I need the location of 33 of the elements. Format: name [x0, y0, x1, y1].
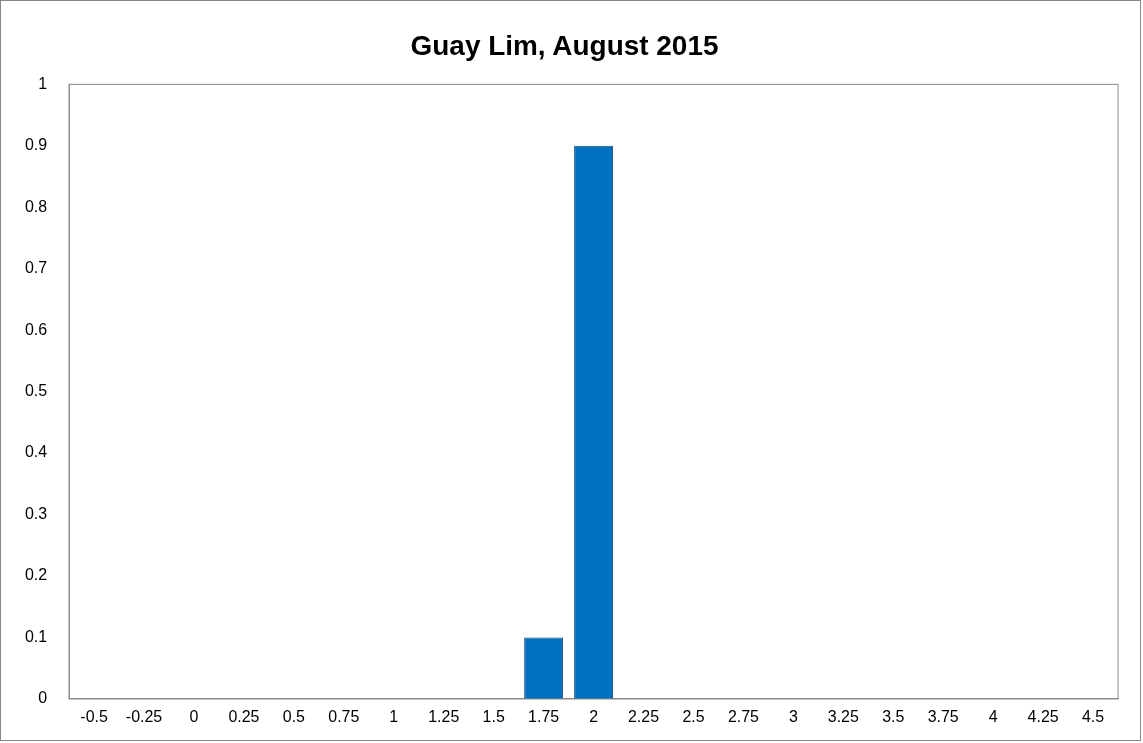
y-tick-label: 0.4	[24, 443, 48, 461]
x-tick-label: 4.25	[1027, 707, 1059, 725]
x-tick-label: 0.5	[282, 707, 306, 725]
x-tick-label: 0	[189, 707, 199, 725]
y-tick-label: 0.8	[24, 197, 48, 215]
x-tick-label: 1.25	[428, 707, 460, 725]
x-tick-label: 1.5	[482, 707, 505, 725]
x-tick-label: 2	[589, 707, 599, 725]
y-tick-label: 0.2	[24, 566, 48, 584]
x-tick-label: 4.5	[1081, 707, 1105, 725]
y-tick-label: 0	[38, 689, 48, 707]
y-tick-label: 0.3	[24, 504, 48, 522]
x-tick-label: 0.25	[228, 707, 260, 725]
y-tick-label: 0.7	[24, 259, 48, 277]
x-tick-label: -0.25	[125, 707, 163, 725]
x-tick-label: 1.75	[528, 707, 560, 725]
y-tick-label: 0.6	[24, 320, 48, 338]
x-tick-label: 2.25	[627, 707, 660, 725]
x-tick-label: 3.75	[927, 707, 959, 725]
x-tick-label: -0.5	[80, 707, 108, 725]
x-tick-label: 4	[988, 707, 998, 725]
x-tick-label: 2.5	[682, 707, 705, 725]
y-tick-label: 1	[38, 74, 48, 92]
x-tick-label: 3.25	[827, 707, 859, 725]
x-tick-label: 0.75	[328, 707, 360, 725]
chart-title: Guay Lim, August 2015	[410, 30, 719, 62]
x-tick-label: 2.75	[727, 707, 760, 725]
y-tick-label: 0.9	[24, 136, 48, 154]
y-tick-label: 0.5	[24, 382, 48, 400]
x-tick-label: 3.5	[882, 707, 905, 725]
x-tick-label: 3	[788, 707, 798, 725]
x-tick-label: 1	[389, 707, 399, 725]
y-tick-label: 0.1	[24, 627, 48, 645]
